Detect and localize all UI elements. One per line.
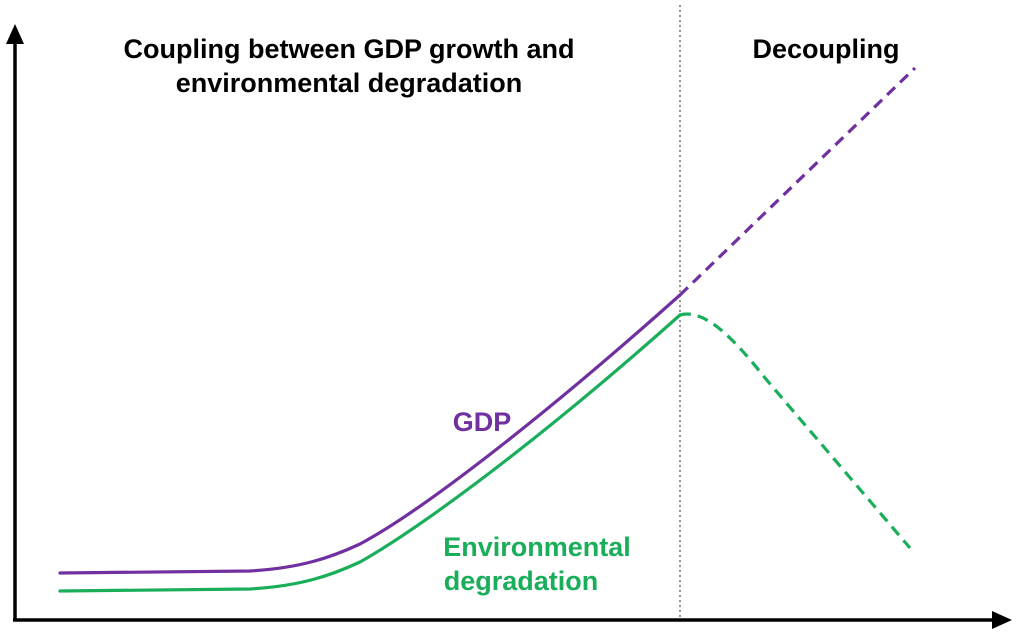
gdp-curve-coupling: [58, 293, 682, 575]
y-axis-arrow-icon: [6, 24, 24, 44]
environment-curve-coupling: [58, 313, 682, 593]
coupling-title-line1: Coupling between GDP growth and: [124, 34, 575, 64]
environment-curve-decoupling: [679, 312, 912, 550]
decoupling-title: Decoupling: [753, 34, 900, 64]
gdp-curve-decoupling: [678, 66, 917, 297]
environment-label-line1: Environmental: [443, 532, 631, 562]
coupling-title-line2: environmental degradation: [176, 68, 523, 98]
x-axis-arrow-icon: [992, 611, 1012, 629]
environment-label-line2: degradation: [444, 566, 599, 596]
gdp-label: GDP: [453, 407, 512, 437]
